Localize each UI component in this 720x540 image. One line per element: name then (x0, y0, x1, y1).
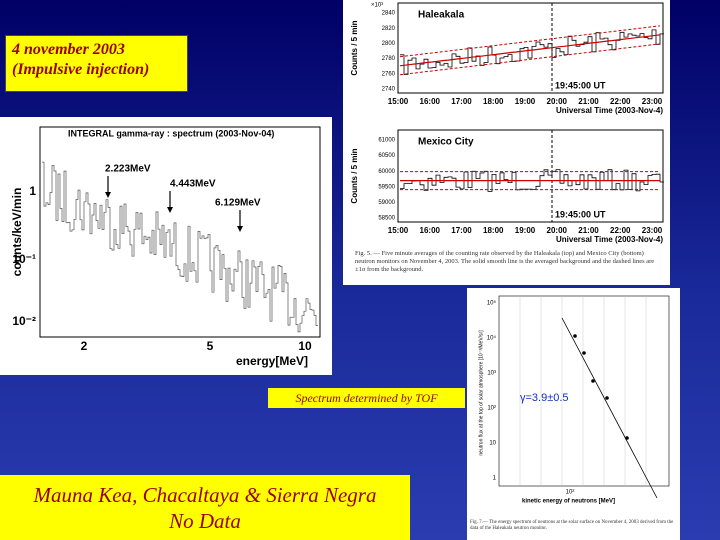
y-tick-label: 10⁻² (12, 314, 36, 328)
y-tick-label: 2760 (382, 71, 396, 77)
axis-label: Counts / 5 min (350, 20, 359, 75)
no-data-box: Mauna Kea, Chacaltaya & Sierra Negra No … (0, 475, 410, 540)
x-tick-label: 15:00 (388, 226, 409, 235)
event-label: 19:45:00 UT (555, 80, 606, 90)
y-tick-label: 10 (489, 441, 496, 447)
y-tick-label: 59500 (378, 184, 395, 190)
tof-label: Spectrum determined by TOF (268, 388, 465, 408)
neutron-monitor-figure: ×10³ Counts / 5 min Haleakala 2840 2820 2800 2… (343, 0, 670, 285)
x-tick-label: 18:00 (483, 226, 504, 235)
data-point (591, 379, 595, 383)
line-label: 2.223MeV (105, 164, 151, 175)
title-line: (Impulsive injection) (12, 61, 150, 78)
y-tick-label: 2820 (382, 26, 396, 32)
data-point (605, 396, 609, 400)
axis-label: Counts / 5 min (350, 148, 359, 203)
y-tick-label: 10⁻¹ (12, 252, 36, 266)
axis-label: Universal Time (2003-Nov-4) (556, 106, 663, 115)
arrow-head (237, 226, 243, 232)
data-point (582, 351, 586, 355)
x-tick-label: 15:00 (388, 97, 409, 106)
sigma-line (399, 43, 661, 76)
line-label: 6.129MeV (215, 198, 261, 209)
y-tick-label: 1 (29, 184, 36, 198)
fit-line (561, 317, 658, 499)
y-tick-label: 10² (487, 406, 496, 412)
title-box: 4 november 2003 (Impulsive injection) (5, 35, 188, 92)
plot-frame (498, 295, 670, 487)
y-tick-label: 2740 (382, 87, 396, 93)
figure-caption: Fig. 5. — Five minute averages of the co… (355, 250, 655, 273)
x-tick-label: 5 (207, 339, 214, 353)
y-tick-label: 2800 (382, 41, 396, 47)
event-label: 19:45:00 UT (555, 209, 606, 219)
axis-label: counts/keV/min (10, 188, 24, 277)
title-line: 4 november 2003 (12, 41, 125, 58)
axis-label: neutron flux at the top of solar atmosph… (478, 330, 484, 456)
x-tick-label: 10 (298, 339, 312, 353)
x-tick-label: 17:00 (451, 226, 472, 235)
arrow-head (105, 192, 111, 198)
x-tick-label: 19:00 (515, 97, 536, 106)
x-tick-label: 23:00 (642, 226, 663, 235)
y-tick-label: 58500 (378, 216, 395, 222)
x-tick-label: 19:00 (515, 226, 536, 235)
y-tick-label: 60500 (378, 153, 395, 159)
x-tick-label: 21:00 (578, 97, 599, 106)
station-label: Haleakala (418, 10, 465, 21)
line-label: 4.443MeV (170, 179, 216, 190)
x-tick-label: 10² (566, 490, 575, 496)
x-tick-label: 16:00 (420, 97, 441, 106)
plot-frame (397, 129, 664, 223)
count-trace (400, 29, 664, 75)
y-tick-label: 10⁴ (487, 335, 497, 342)
x-tick-label: 2 (81, 339, 88, 353)
y-tick-label: 59000 (378, 200, 395, 206)
x-tick-label: 16:00 (420, 226, 441, 235)
x-tick-label: 20:00 (547, 97, 568, 106)
exponent-label: ×10³ (371, 3, 383, 9)
neutron-spectrum-figure: neutron flux at the top of solar atmosph… (467, 288, 680, 540)
y-tick-label: 2780 (382, 56, 396, 62)
background-line (399, 34, 661, 67)
y-tick-label: 10³ (487, 371, 496, 377)
figure-caption: Fig. 7.— The energy spectrum of neutrons… (470, 520, 674, 531)
data-point (625, 436, 629, 440)
x-tick-label: 20:00 (547, 226, 568, 235)
y-tick-label: 61000 (378, 138, 395, 144)
axis-label: energy[MeV] (236, 354, 308, 368)
axis-label: Universal Time (2003-Nov-4) (556, 235, 663, 244)
plot-title: INTEGRAL gamma-ray : spectrum (2003-Nov-… (68, 128, 274, 138)
x-tick-label: 17:00 (451, 97, 472, 106)
x-tick-label: 21:00 (578, 226, 599, 235)
x-tick-label: 23:00 (642, 97, 663, 106)
no-data-line: No Data (169, 509, 241, 533)
y-tick-label: 60000 (378, 169, 395, 175)
plot-frame (39, 126, 321, 338)
y-tick-label: 1 (493, 476, 497, 482)
arrow-head (167, 207, 173, 213)
fit-annotation: γ=3.9±0.5 (520, 392, 569, 404)
plot-frame (397, 2, 664, 94)
x-tick-label: 22:00 (610, 97, 631, 106)
spectrum-trace (42, 161, 318, 333)
station-label: Mexico City (418, 137, 474, 148)
gamma-spectrum-figure: INTEGRAL gamma-ray : spectrum (2003-Nov-… (0, 117, 332, 375)
axis-label: kinetic energy of neutrons [MeV] (522, 499, 615, 505)
no-data-line: Mauna Kea, Chacaltaya & Sierra Negra (33, 483, 377, 507)
sigma-line (399, 25, 661, 58)
x-tick-label: 18:00 (483, 97, 504, 106)
data-point (573, 334, 577, 338)
y-tick-label: 2840 (382, 11, 396, 17)
x-tick-label: 22:00 (610, 226, 631, 235)
y-tick-label: 10⁵ (487, 300, 497, 307)
